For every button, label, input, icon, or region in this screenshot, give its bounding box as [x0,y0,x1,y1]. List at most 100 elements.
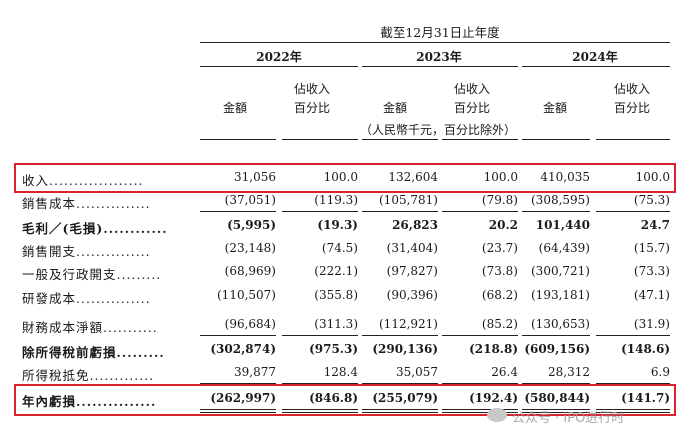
pct-header-2022-line2: 百分比 [293,101,330,115]
row-rule [362,335,438,336]
cell-pct-2022: (19.3) [317,218,358,232]
pct-header-2024-line1: 佔收入 [613,82,650,96]
period-header: 截至12月31日止年度 [380,25,500,40]
row-rule [362,211,438,212]
year-rule-2023 [362,66,518,67]
amount-header-2024: 金額 [542,101,567,115]
row-label: 研發成本............... [22,288,151,307]
cell-amount-2022: (110,507) [217,288,276,302]
cell-amount-2024: (300,721) [531,264,590,278]
cell-amount-2023: (90,396) [386,288,438,302]
row-label: 所得稅抵免............. [22,365,154,384]
cell-pct-2023: (218.8) [469,342,518,356]
cell-amount-2023: 26,823 [392,218,438,232]
cell-pct-2022: (74.5) [321,241,358,255]
cell-pct-2022: 100.0 [323,170,358,184]
cell-amount-2022: (37,051) [224,193,276,207]
leader-dots: ............... [76,196,151,211]
row-rule [362,409,438,410]
leader-dots: ................... [49,173,144,188]
row-label: 年內虧損............... [22,391,156,410]
row-label: 除所得稅前虧損......... [22,342,165,361]
cell-pct-2024: (15.7) [633,241,670,255]
cell-pct-2023: (192.4) [469,391,518,405]
cell-pct-2024: (141.7) [621,391,670,405]
cell-amount-2024: (609,156) [524,342,590,356]
leader-dots: ............... [76,291,151,306]
year-header-2022: 2022年 [256,50,302,64]
cell-pct-2024: (47.1) [633,288,670,302]
leader-dots: ............ [103,221,168,236]
row-rule [522,383,590,384]
col-rule-2 [282,139,358,140]
row-label-text: 研發成本 [22,291,77,306]
cell-amount-2023: (105,781) [379,193,438,207]
row-rule [200,412,276,413]
cell-amount-2024: (308,595) [531,193,590,207]
leader-dots: ............... [76,394,157,409]
row-rule [200,335,276,336]
pct-header-2024-line2: 百分比 [613,101,650,115]
cell-amount-2022: (96,684) [224,317,276,331]
cell-amount-2023: (112,921) [379,317,438,331]
row-rule [282,412,358,413]
year-rule-2022 [200,66,358,67]
row-rule [522,335,590,336]
row-rule [442,335,518,336]
cell-amount-2023: (255,079) [372,391,438,405]
cell-pct-2024: (148.6) [621,342,670,356]
row-label-text: 銷售成本 [22,196,77,211]
cell-pct-2024: (73.3) [633,264,670,278]
row-label-text: 除所得稅前虧損 [22,345,117,360]
cell-amount-2023: (31,404) [386,241,438,255]
cell-pct-2022: 128.4 [323,365,358,379]
row-rule [442,409,518,410]
amount-header-2022: 金額 [222,101,247,115]
cell-pct-2023: 20.2 [488,218,518,232]
row-rule [596,211,670,212]
cell-amount-2023: 35,057 [396,365,438,379]
cell-amount-2024: 410,035 [540,170,590,184]
cell-amount-2022: (262,997) [210,391,276,405]
cell-pct-2023: 100.0 [483,170,518,184]
row-label: 毛利／(毛損)............ [22,218,168,237]
row-label-text: 所得稅抵免 [22,368,90,383]
row-label-text: 年內虧損 [22,394,77,409]
row-label: 銷售開支............... [22,241,151,260]
row-rule [282,211,358,212]
unit-note: （人民幣千元，百分比除外） [360,123,517,137]
amount-header-2023: 金額 [382,101,407,115]
year-header-2023: 2023年 [416,50,462,64]
cell-pct-2023: (85.2) [481,317,518,331]
row-label: 一般及行政開支......... [22,264,161,283]
cell-pct-2022: (222.1) [314,264,358,278]
row-label-text: 銷售開支 [22,244,77,259]
pct-header-2023-line2: 百分比 [453,101,490,115]
leader-dots: ......... [116,267,162,282]
cell-amount-2024: (193,181) [531,288,590,302]
cell-pct-2022: (311.3) [314,317,358,331]
cell-pct-2022: (355.8) [314,288,358,302]
row-rule [200,409,276,410]
row-rule [200,383,276,384]
cell-amount-2022: (68,969) [224,264,276,278]
row-label-text: 一般及行政開支 [22,267,117,282]
row-rule [362,412,438,413]
cell-pct-2022: (119.3) [314,193,358,207]
row-rule [282,383,358,384]
leader-dots: ......... [116,345,165,360]
pct-header-2023-line1: 佔收入 [453,82,490,96]
row-rule [596,335,670,336]
highlight-revenue-row [14,163,676,193]
col-rule-4 [442,139,518,140]
cell-pct-2024: (75.3) [633,193,670,207]
highlight-net-loss-row [14,384,676,416]
cell-amount-2022: 39,877 [234,365,276,379]
row-rule [442,383,518,384]
row-rule [282,409,358,410]
row-rule [522,211,590,212]
col-rule-6 [596,139,670,140]
row-rule [442,211,518,212]
cell-pct-2023: (23.7) [481,241,518,255]
cell-pct-2022: (975.3) [309,342,358,356]
